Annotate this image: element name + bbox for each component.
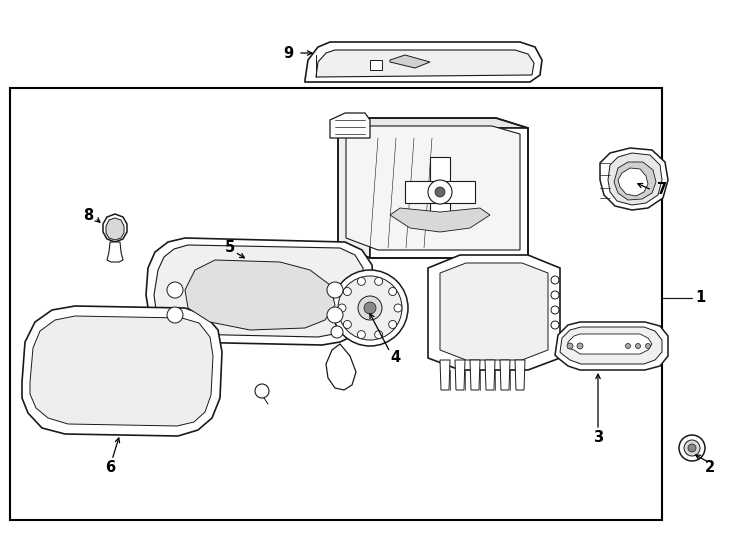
Circle shape xyxy=(167,307,183,323)
Polygon shape xyxy=(185,260,335,330)
Circle shape xyxy=(688,444,696,452)
Polygon shape xyxy=(405,181,475,203)
Text: 6: 6 xyxy=(105,461,115,476)
Bar xyxy=(10,88,662,520)
Circle shape xyxy=(338,276,402,340)
Polygon shape xyxy=(338,128,370,258)
Polygon shape xyxy=(500,360,510,390)
Circle shape xyxy=(374,330,382,339)
Polygon shape xyxy=(485,360,495,390)
Text: 8: 8 xyxy=(83,207,93,222)
Text: 5: 5 xyxy=(225,240,235,255)
Circle shape xyxy=(394,304,402,312)
Circle shape xyxy=(551,321,559,329)
Circle shape xyxy=(435,187,445,197)
Polygon shape xyxy=(430,157,450,227)
Circle shape xyxy=(551,291,559,299)
Polygon shape xyxy=(470,360,480,390)
Polygon shape xyxy=(600,148,668,210)
Circle shape xyxy=(357,278,366,285)
Circle shape xyxy=(344,287,352,295)
Polygon shape xyxy=(103,214,127,242)
Circle shape xyxy=(331,326,343,338)
Circle shape xyxy=(551,306,559,314)
Polygon shape xyxy=(370,60,382,70)
Polygon shape xyxy=(338,118,528,128)
Circle shape xyxy=(332,270,408,346)
Circle shape xyxy=(551,276,559,284)
Polygon shape xyxy=(618,168,648,196)
Circle shape xyxy=(344,320,352,328)
Circle shape xyxy=(577,343,583,349)
Polygon shape xyxy=(326,344,356,390)
Polygon shape xyxy=(22,306,222,436)
Circle shape xyxy=(567,343,573,349)
Circle shape xyxy=(167,282,183,298)
Circle shape xyxy=(255,384,269,398)
Circle shape xyxy=(364,302,376,314)
Polygon shape xyxy=(560,327,662,364)
Polygon shape xyxy=(555,322,668,370)
Polygon shape xyxy=(330,113,370,138)
Polygon shape xyxy=(390,55,430,68)
Circle shape xyxy=(388,287,396,295)
Circle shape xyxy=(684,440,700,456)
Circle shape xyxy=(679,435,705,461)
Circle shape xyxy=(636,343,641,348)
Polygon shape xyxy=(608,153,662,205)
Text: 7: 7 xyxy=(657,183,667,198)
Polygon shape xyxy=(146,238,374,345)
Circle shape xyxy=(625,343,631,348)
Polygon shape xyxy=(305,42,542,82)
Polygon shape xyxy=(107,242,123,262)
Circle shape xyxy=(428,180,452,204)
Circle shape xyxy=(388,320,396,328)
Circle shape xyxy=(338,304,346,312)
Text: 2: 2 xyxy=(705,461,715,476)
Polygon shape xyxy=(316,50,534,77)
Polygon shape xyxy=(455,360,465,390)
Polygon shape xyxy=(440,263,548,360)
Circle shape xyxy=(358,296,382,320)
Text: 4: 4 xyxy=(390,350,400,366)
Polygon shape xyxy=(346,126,520,250)
Polygon shape xyxy=(515,360,525,390)
Polygon shape xyxy=(568,334,652,354)
Polygon shape xyxy=(370,128,528,258)
Polygon shape xyxy=(614,162,656,200)
Circle shape xyxy=(374,278,382,285)
Text: 3: 3 xyxy=(593,430,603,445)
Polygon shape xyxy=(440,360,450,390)
Circle shape xyxy=(327,307,343,323)
Polygon shape xyxy=(428,255,560,370)
Polygon shape xyxy=(106,218,124,240)
Circle shape xyxy=(357,330,366,339)
Polygon shape xyxy=(30,316,213,426)
Text: 1: 1 xyxy=(695,291,705,306)
Circle shape xyxy=(645,343,650,348)
Text: 9: 9 xyxy=(283,45,293,60)
Circle shape xyxy=(327,282,343,298)
Polygon shape xyxy=(390,208,490,232)
Polygon shape xyxy=(154,245,364,337)
